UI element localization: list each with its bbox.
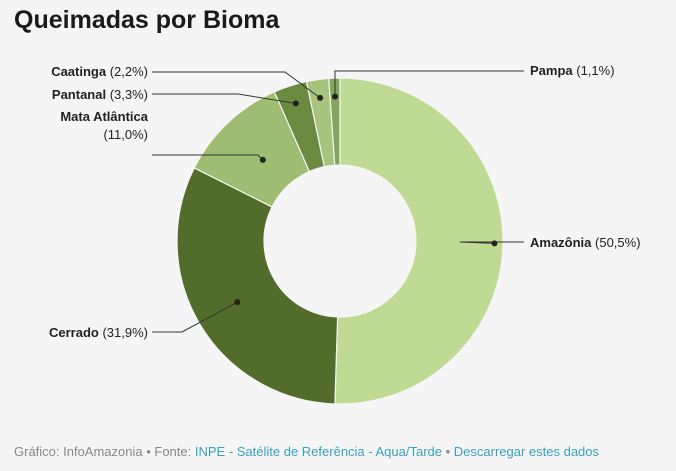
slice-label: Mata Atlântica bbox=[60, 109, 148, 124]
label-dot bbox=[292, 100, 299, 107]
label-dot bbox=[259, 156, 266, 163]
leader-line bbox=[152, 71, 321, 99]
source-link[interactable]: INPE - Satélite de Referência - Aqua/Tar… bbox=[194, 444, 442, 459]
label-dot bbox=[317, 94, 324, 101]
leader-line bbox=[152, 301, 238, 333]
footer: Gráfico: InfoAmazonia • Fonte: INPE - Sa… bbox=[14, 444, 599, 459]
label-dot bbox=[332, 93, 339, 100]
label-dot bbox=[234, 299, 241, 306]
footer-separator: • bbox=[442, 444, 454, 459]
donut-chart: Amazônia (50,5%) Cerrado (31,9%) Mata Atlâ… bbox=[49, 63, 641, 405]
leader-line bbox=[152, 93, 296, 104]
slice-label: Pampa (1,1%) bbox=[530, 63, 615, 78]
leader-line bbox=[334, 70, 524, 97]
slice-percent: (11,0%) bbox=[103, 127, 148, 142]
slice-label: Amazônia (50,5%) bbox=[530, 235, 641, 250]
footer-credit: Gráfico: InfoAmazonia • Fonte: bbox=[14, 444, 195, 459]
label-dot bbox=[491, 240, 498, 247]
download-data-link[interactable]: Descarregar estes dados bbox=[453, 444, 600, 459]
slice-0 bbox=[334, 77, 504, 405]
leader-line bbox=[459, 241, 524, 244]
slice-label: Caatinga (2,2%) bbox=[51, 64, 148, 79]
slice-1 bbox=[176, 167, 339, 405]
chart-title: Queimadas por Bioma bbox=[14, 6, 280, 34]
slice-label: Pantanal (3,3%) bbox=[52, 87, 148, 102]
slice-5 bbox=[328, 77, 341, 166]
slice-label: Cerrado (31,9%) bbox=[49, 325, 148, 340]
